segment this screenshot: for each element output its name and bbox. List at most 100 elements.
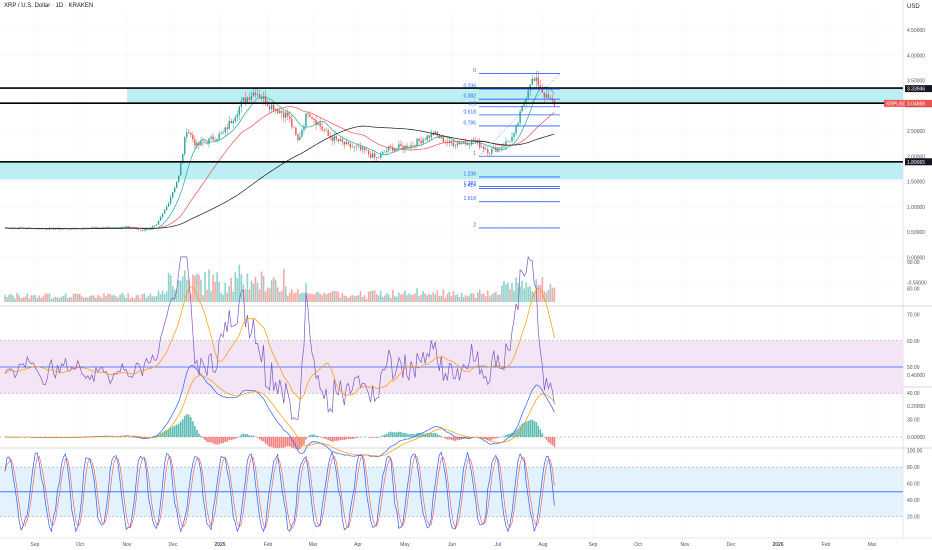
macd-histogram-bar [509, 433, 511, 437]
macd-line [4, 365, 555, 458]
candle [287, 112, 289, 117]
macd-histogram-bar [295, 437, 297, 449]
symbol-tag[interactable] [884, 99, 905, 107]
volume-bar [85, 297, 87, 302]
macd-histogram-bar [396, 432, 398, 437]
macd-histogram-bar [323, 437, 325, 439]
macd-histogram-bar [428, 433, 430, 437]
volume-bar [335, 290, 338, 302]
volume-bar [495, 291, 497, 302]
time-axis-label: Jun [448, 542, 456, 548]
candle [414, 145, 416, 147]
last-price-tag[interactable] [905, 99, 932, 107]
fib-trend-line[interactable] [478, 73, 561, 157]
macd-histogram-bar [434, 433, 437, 437]
volume-bar [289, 292, 291, 302]
volume-bar [82, 297, 85, 302]
volume-bar [117, 297, 119, 302]
candle [456, 142, 459, 146]
volume-bar [179, 280, 182, 302]
volume-bar [145, 297, 148, 302]
macd-histogram-bar [287, 437, 289, 447]
volume-bar [410, 295, 412, 302]
price-tag[interactable] [905, 85, 932, 93]
macd-histogram-bar [250, 435, 253, 437]
macd-histogram-bar [301, 437, 303, 448]
macd-histogram-bar [214, 437, 216, 445]
candle [192, 134, 194, 140]
candle [321, 126, 323, 130]
candle [406, 145, 408, 149]
volume-bar [284, 286, 287, 302]
volume-bar [52, 297, 55, 302]
candle [309, 114, 311, 118]
macd-histogram-bar [553, 437, 556, 448]
candle [543, 92, 546, 98]
volume-bar [486, 290, 489, 302]
volume-bar [287, 295, 289, 302]
macd-histogram-bar [181, 419, 184, 437]
candle [489, 152, 491, 154]
candle [503, 146, 505, 148]
volume-bar [375, 293, 378, 302]
volume-bar [543, 291, 546, 302]
macd-histogram-bar [418, 433, 420, 437]
time-axis-label: Mar [309, 542, 318, 548]
time-axis-label: Aug [539, 542, 548, 548]
volume-bar [392, 290, 394, 302]
candle [386, 150, 388, 153]
volume-bar [135, 295, 138, 302]
macd-histogram-bar [369, 437, 372, 439]
volume-bar [515, 277, 517, 302]
macd-histogram-bar [222, 437, 224, 444]
price-tag[interactable] [905, 158, 932, 166]
candle [163, 210, 166, 214]
macd_axis: 0.20000 [907, 404, 925, 410]
price_axis: 0.50000 [907, 230, 925, 236]
volume-bar [216, 272, 218, 302]
candle [533, 78, 535, 81]
volume-bar [396, 296, 398, 302]
candle [93, 227, 95, 229]
candle [418, 138, 420, 141]
volume-bar [151, 296, 154, 302]
volume-bar [36, 297, 39, 302]
candle [319, 122, 321, 127]
candle [353, 146, 356, 148]
volume-bar [165, 291, 168, 302]
candle [234, 117, 236, 122]
candle [228, 121, 230, 130]
volume-bar [222, 294, 224, 302]
macd-histogram-bar [157, 434, 160, 437]
volume-bar [327, 293, 329, 302]
volume-bar [468, 294, 471, 302]
candle [390, 146, 392, 147]
volume-bar [204, 271, 206, 302]
macd-histogram-bar [252, 435, 255, 437]
volume-bar [280, 290, 283, 302]
macd-histogram-bar [190, 417, 192, 437]
candle [416, 138, 418, 147]
volume-bar [76, 294, 79, 302]
candle [420, 140, 422, 144]
volume-bar [60, 296, 63, 302]
candle [495, 147, 497, 152]
last-price-label: 3.04669 [907, 101, 925, 107]
time-axis-label: Mar [868, 542, 877, 548]
macd-histogram-bar [466, 437, 469, 439]
volume-bar [107, 293, 109, 302]
macd-histogram-bar [436, 433, 439, 437]
volume-bar [123, 295, 125, 302]
macd-histogram-bar [402, 432, 404, 437]
volume-bar [442, 289, 445, 302]
candle [511, 136, 513, 142]
candle [194, 139, 196, 146]
candle [165, 206, 168, 211]
candle [236, 114, 238, 118]
candle [347, 141, 350, 144]
volume-bar [493, 292, 495, 302]
volume-bar [509, 289, 511, 302]
macd-histogram-bar [198, 433, 200, 437]
volume-bar [394, 295, 396, 302]
